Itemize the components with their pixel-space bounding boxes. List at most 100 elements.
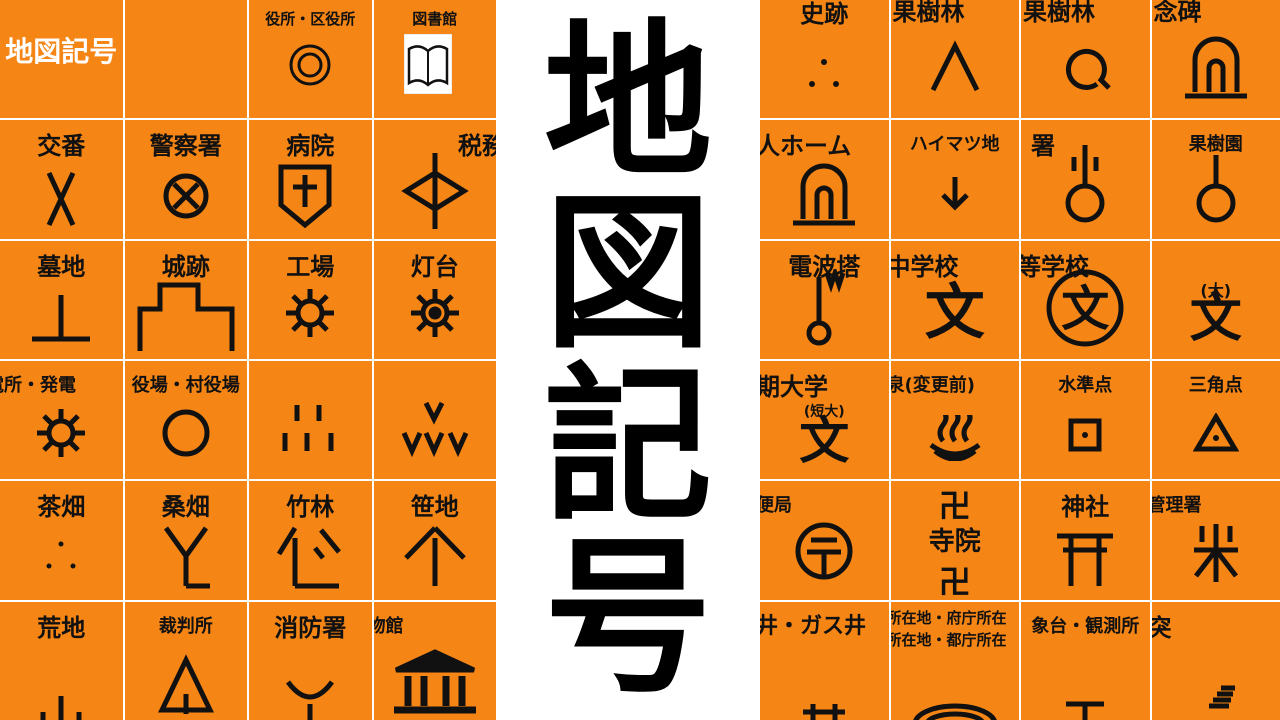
cell-label: 荒地 xyxy=(37,613,86,642)
cell-library: 図書館 xyxy=(373,0,496,119)
rice-field-icon xyxy=(249,401,372,459)
cell-empty xyxy=(124,0,247,119)
orchard-loop-icon xyxy=(1021,40,1150,98)
cell-label: 果樹園 xyxy=(1188,134,1243,156)
cell-label: 茶畑 xyxy=(37,493,86,522)
cell-wasteland: 荒地 xyxy=(0,601,123,720)
grid-title: 地図記号 xyxy=(5,35,118,68)
cell-chimney: 突 xyxy=(1151,601,1280,720)
cell-label: 交番 xyxy=(37,132,86,161)
left-symbol-grid: 地図記号 役所・区役所 図書館 交番 警察署 病院 税務 xyxy=(0,0,496,720)
cell-forest-office: 管理署 xyxy=(1151,481,1280,600)
cell-bamboo-grass: 笹地 xyxy=(373,481,497,600)
school-symbol: 文 xyxy=(1061,281,1110,337)
square-dot-icon xyxy=(1021,417,1150,457)
bamboo-icon xyxy=(249,524,372,594)
historic-site-icon xyxy=(760,56,889,94)
field-icon xyxy=(374,399,497,463)
cell-conifer: 果樹林 xyxy=(1021,0,1150,119)
diamond-cross-icon xyxy=(374,151,497,235)
gear-icon xyxy=(249,285,372,345)
cell-label: 象台・観測所 xyxy=(1031,615,1140,637)
cell-town-office: 役場・村役場 xyxy=(124,361,248,480)
cell-bamboo: 竹林 xyxy=(249,481,372,600)
cell-label: 所在地・府庁所在 xyxy=(890,608,1007,627)
cell-label: 消防署 xyxy=(274,613,347,642)
cell-label: 果樹林 xyxy=(892,0,965,26)
cell-label: 墓地 xyxy=(37,252,86,281)
cell-label: ハイマツ地 xyxy=(909,134,1000,156)
weather-station-icon xyxy=(1021,696,1150,720)
school-symbol: 文 xyxy=(799,412,850,471)
broadleaf-icon xyxy=(891,40,1020,98)
junior-college-tag: (短大) xyxy=(803,404,845,421)
cell-label: 病院 xyxy=(286,132,335,161)
cell-radio-tower: 電波塔 xyxy=(760,240,889,359)
cell-creeping-pine: ハイマツ地 xyxy=(890,120,1020,239)
temple-label: 寺院 xyxy=(928,527,981,558)
cell-label: 図書館 xyxy=(412,10,458,28)
cell-police-box: 交番 xyxy=(0,120,123,239)
cell-fire-station: 消防署 xyxy=(249,601,372,720)
cell-city-office: 役所・区役所 xyxy=(249,0,372,119)
manji-icon: 卍 xyxy=(938,487,971,526)
cell-label: 城跡 xyxy=(161,252,210,281)
cell-power-plant: 電所・発電 xyxy=(0,361,123,480)
post-circle-icon xyxy=(1021,141,1150,229)
cell-label: 役場・村役場 xyxy=(131,375,240,396)
cell-label: 念碑 xyxy=(1153,0,1202,26)
cell-prefecture-capital: 所在地・府庁所在 所在地・都庁所在 xyxy=(890,601,1019,720)
title-char: 記 xyxy=(544,348,712,544)
title-char: 地 xyxy=(544,4,712,200)
school-symbol: 文 xyxy=(1189,289,1242,349)
cell-broadleaf: 果樹林 xyxy=(890,0,1020,119)
cell-tax-office: 税務 xyxy=(373,120,497,239)
mulberry-icon xyxy=(125,524,248,594)
cell-fire-dept: 署 xyxy=(1021,120,1150,239)
cell-rice-field xyxy=(249,361,372,480)
forest-office-icon xyxy=(1152,520,1280,590)
manji-icon: 卍 xyxy=(938,563,971,600)
cell-label: 人ホーム xyxy=(760,132,852,161)
lighthouse-icon xyxy=(374,285,497,345)
monument-icon xyxy=(1152,34,1280,104)
cell-label: 等学校 xyxy=(1021,252,1089,281)
cell-label: 税務 xyxy=(458,132,496,161)
cell-courthouse: 裁判所 xyxy=(124,601,248,720)
bamboo-grass-icon xyxy=(374,524,497,594)
cell-elderly-home: 人ホーム xyxy=(760,120,889,239)
x-mark-icon xyxy=(0,169,123,233)
cell-monument: 念碑 xyxy=(1151,0,1280,119)
cell-label: 便局 xyxy=(760,495,792,517)
chimney-icon xyxy=(1152,684,1280,720)
cell-high-school: 等学校 文 xyxy=(1021,240,1150,359)
cell-label: 電波塔 xyxy=(788,252,861,281)
cell-label: 水準点 xyxy=(1058,375,1113,396)
radio-tower-icon xyxy=(760,265,889,353)
cell-castle-ruin: 城跡 xyxy=(124,240,247,359)
cell-junior-college: 期大学 (短大) 文 xyxy=(760,361,889,480)
post-office-icon xyxy=(760,520,889,586)
circle-icon xyxy=(125,405,248,465)
circled-x-icon xyxy=(125,171,248,225)
cell-title: 地図記号 xyxy=(0,0,123,119)
cell-label: 史跡 xyxy=(800,0,849,28)
cell-label: 三角点 xyxy=(1188,375,1243,396)
triangle-icon xyxy=(125,654,248,718)
cell-weather-station: 象台・観測所 xyxy=(1021,601,1150,720)
wasteland-icon xyxy=(0,692,123,720)
arrow-down-icon xyxy=(891,173,1020,217)
cell-shrine: 神社 xyxy=(1021,481,1150,600)
cell-label: 灯台 xyxy=(410,252,459,281)
cell-label: 桑畑 xyxy=(161,493,210,522)
cell-junior-high: 中学校 文 xyxy=(890,240,1019,359)
cell-label: 署 xyxy=(1031,132,1055,161)
cell-field xyxy=(373,361,497,480)
circled-school-icon xyxy=(1021,265,1150,355)
cemetery-icon xyxy=(0,289,123,353)
cell-label: 泉(変更前) xyxy=(890,375,975,396)
orchard-icon xyxy=(1152,151,1280,229)
cell-label: 所在地・都庁所在 xyxy=(890,630,1007,649)
hospital-shield-icon xyxy=(249,161,372,235)
book-icon xyxy=(403,34,452,94)
